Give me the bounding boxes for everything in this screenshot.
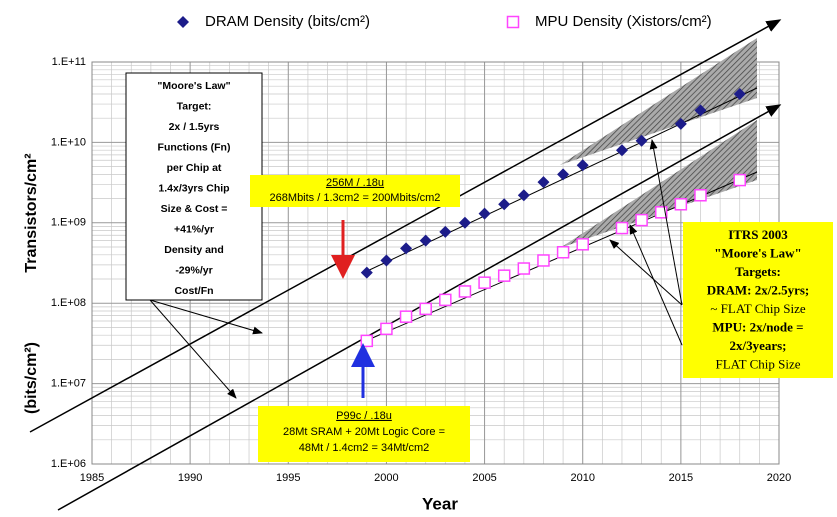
trend-arrow — [57, 104, 782, 511]
x-tick-label: 2005 — [472, 472, 496, 484]
annotation-text: Functions (Fn) — [158, 141, 231, 153]
y-tick-label: 1.E+06 — [51, 458, 86, 470]
trend-arrow — [29, 19, 782, 433]
annotation-text: "Moore's Law" — [157, 80, 230, 92]
square-marker — [674, 198, 688, 211]
annotation-text: 256M / .18u — [326, 177, 384, 189]
y-tick-label: 1.E+10 — [51, 136, 86, 148]
square-marker — [399, 310, 413, 323]
annotation-text: 2x/3years; — [729, 338, 786, 353]
annotation-text: "Moore's Law" — [714, 245, 802, 260]
legend-label: MPU Density (Xistors/cm²) — [535, 13, 712, 30]
diamond-marker — [419, 234, 432, 247]
square-marker — [419, 302, 432, 316]
annotation-text: 28Mt SRAM + 20Mt Logic Core = — [283, 426, 445, 438]
diamond-marker — [557, 168, 570, 181]
square-marker — [694, 189, 707, 202]
square-marker — [458, 285, 472, 298]
pointers — [149, 139, 683, 399]
x-tick-label: 1990 — [178, 472, 202, 484]
x-tick-label: 2000 — [374, 472, 398, 484]
diamond-marker — [576, 159, 589, 172]
x-tick-label: 2020 — [767, 472, 791, 484]
legend-marker — [177, 16, 189, 28]
annotation-box — [250, 175, 460, 207]
annotation-box — [125, 72, 263, 301]
annotation-text: Density and — [164, 244, 224, 256]
diamond-marker — [478, 207, 491, 220]
diamond-marker — [615, 144, 628, 157]
annotation-text: Cost/Fn — [174, 285, 213, 297]
annotation-text: Size & Cost = — [161, 203, 228, 215]
legend-label: DRAM Density (bits/cm²) — [205, 13, 370, 30]
diamond-marker — [635, 134, 648, 147]
diamond-marker — [439, 225, 452, 238]
diamond-marker — [360, 266, 373, 279]
annotation-text: DRAM: 2x/2.5yrs; — [707, 282, 810, 297]
diamond-marker — [400, 242, 413, 255]
hatch-region — [560, 120, 757, 248]
y-tick-label: 1.E+07 — [51, 378, 86, 390]
square-marker — [654, 206, 668, 219]
annotation-box — [683, 222, 833, 378]
square-marker — [517, 262, 531, 275]
diamond-marker — [498, 198, 511, 211]
square-marker — [733, 173, 746, 187]
annotation-text: MPU: 2x/node = — [712, 319, 803, 334]
annotation-text: Target: — [177, 100, 212, 112]
diamond-marker — [694, 104, 707, 117]
x-tick-label: 1995 — [276, 472, 300, 484]
square-marker — [360, 334, 374, 348]
x-axis-label: Year — [422, 494, 458, 513]
square-marker — [497, 269, 511, 282]
annotation-text: 1.4x/3yrs Chip — [158, 182, 229, 194]
diamond-marker — [733, 87, 746, 100]
x-tick-label: 2010 — [570, 472, 594, 484]
y-axis-label: (bits/cm²) — [23, 342, 40, 414]
x-tick-label: 2015 — [669, 472, 693, 484]
square-marker — [615, 221, 629, 235]
x-tick-label: 1985 — [80, 472, 104, 484]
annotation-text: 2x / 1.5yrs — [169, 121, 220, 133]
annotation-text: 268Mbits / 1.3cm2 = 200Mbits/cm2 — [270, 192, 441, 204]
annotation-text: FLAT Chip Size — [716, 356, 801, 371]
square-marker — [556, 246, 570, 259]
diamond-marker — [674, 117, 687, 130]
diamond-marker — [517, 189, 530, 202]
annotation-text: Targets: — [735, 264, 781, 279]
y-tick-label: 1.E+08 — [51, 297, 86, 309]
y-axis-label: Transistors/cm² — [23, 153, 40, 272]
square-marker — [478, 276, 491, 289]
y-tick-label: 1.E+09 — [51, 217, 86, 229]
annotation-text: P99c / .18u — [336, 410, 392, 422]
square-marker — [380, 322, 393, 336]
annotation-text: -29%/yr — [175, 264, 212, 276]
annotation-text: +41%/yr — [174, 223, 214, 235]
square-marker — [576, 238, 589, 251]
legend-marker — [506, 15, 520, 29]
annotation-text: 48Mt / 1.4cm2 = 34Mt/cm2 — [299, 442, 430, 454]
square-marker — [537, 254, 550, 267]
y-tick-label: 1.E+11 — [52, 56, 86, 68]
annotation-box — [258, 406, 470, 462]
diamond-marker — [537, 176, 550, 189]
square-marker — [439, 293, 452, 307]
diamond-marker — [458, 216, 471, 229]
annotation-text: per Chip at — [167, 162, 222, 174]
square-marker — [635, 213, 648, 227]
annotation-text: ~ FLAT Chip Size — [710, 301, 806, 316]
hatch-region — [560, 38, 757, 165]
diamond-marker — [380, 254, 393, 267]
annotation-text: ITRS 2003 — [728, 227, 788, 242]
